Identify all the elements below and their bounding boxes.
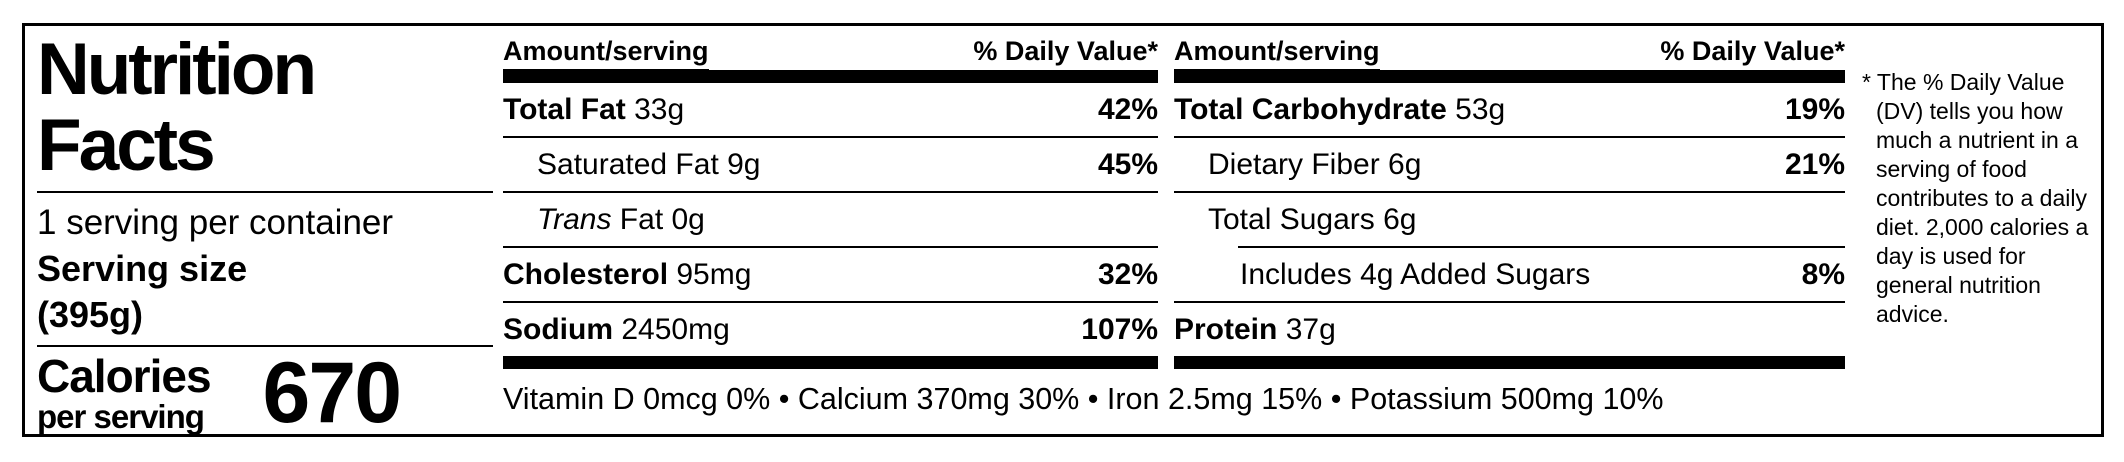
calories-section: Calories per serving 670 bbox=[37, 345, 493, 441]
calories-labels: Calories per serving bbox=[37, 350, 212, 435]
nutrient-row: Total Sugars 6g bbox=[1174, 193, 1845, 246]
micronutrients-row: Vitamin D 0mcg 0% • Calcium 370mg 30% • … bbox=[503, 381, 1664, 416]
nutrient-row: Sodium 2450mg 107% bbox=[503, 303, 1158, 356]
nutrient-name-amount: Dietary Fiber 6g bbox=[1208, 147, 1422, 181]
nutrient-name-amount: Total Sugars 6g bbox=[1208, 202, 1417, 236]
nutrient-columns: Amount/serving % Daily Value* Total Fat … bbox=[503, 26, 1845, 369]
nutrient-rows: Total Carbohydrate 53g 19% Dietary Fiber 6… bbox=[1174, 83, 1845, 356]
daily-value-percent: 32% bbox=[1097, 257, 1158, 291]
header-bar bbox=[503, 70, 1158, 83]
row-divider bbox=[503, 301, 1158, 303]
nutrient-row: Cholesterol 95mg 32% bbox=[503, 248, 1158, 301]
nutrient-name-amount: Saturated Fat 9g bbox=[537, 147, 761, 181]
serving-size-value: (395g) bbox=[37, 294, 144, 335]
amount-serving-header: Amount/serving bbox=[1174, 36, 1380, 71]
title-line-2: Facts bbox=[37, 105, 216, 186]
nutrient-panel: Amount/serving % Daily Value* Total Fat … bbox=[503, 26, 1845, 434]
nutrient-name-amount: Trans Fat 0g bbox=[537, 202, 705, 236]
row-divider bbox=[503, 136, 1158, 138]
row-divider bbox=[503, 191, 1158, 193]
serving-divider bbox=[37, 345, 493, 347]
bottom-bar bbox=[1174, 356, 1845, 369]
daily-value-percent: 8% bbox=[1801, 257, 1845, 291]
nutrient-row: Protein 37g bbox=[1174, 303, 1845, 356]
row-divider bbox=[503, 246, 1158, 248]
nutrient-row: Saturated Fat 9g 45% bbox=[503, 138, 1158, 191]
nutrient-row: Total Carbohydrate 53g 19% bbox=[1174, 83, 1845, 136]
calories-value: 670 bbox=[262, 345, 402, 441]
row-divider bbox=[1174, 191, 1845, 193]
daily-value-footnote: * The % Daily Value (DV) tells you how m… bbox=[1862, 69, 2089, 327]
nutrient-column-1: Amount/serving % Daily Value* Total Fat … bbox=[503, 26, 1158, 369]
amount-serving-header: Amount/serving bbox=[503, 36, 709, 71]
serving-info: 1 serving per container Serving size (39… bbox=[37, 193, 493, 338]
title-line-1: Nutrition bbox=[37, 29, 317, 110]
nutrient-name-amount: Total Carbohydrate 53g bbox=[1174, 92, 1506, 126]
daily-value-percent: 42% bbox=[1097, 92, 1158, 126]
left-panel: Nutrition Facts 1 serving per container … bbox=[25, 26, 503, 441]
nutrient-name-amount: Cholesterol 95mg bbox=[503, 257, 752, 291]
row-divider bbox=[1174, 301, 1845, 303]
nutrient-name-amount: Sodium 2450mg bbox=[503, 312, 730, 346]
bottom-bar bbox=[503, 356, 1158, 369]
daily-value-header: % Daily Value* bbox=[1660, 36, 1845, 66]
row-divider bbox=[1174, 136, 1845, 138]
nutrient-row: Trans Fat 0g bbox=[503, 193, 1158, 246]
calories-sublabel: per serving bbox=[37, 398, 205, 435]
nutrient-row: Dietary Fiber 6g 21% bbox=[1174, 138, 1845, 191]
nutrient-column-2: Amount/serving % Daily Value* Total Carb… bbox=[1174, 26, 1845, 369]
label-title: Nutrition Facts bbox=[37, 32, 493, 184]
title-divider bbox=[37, 191, 493, 193]
calories-label: Calories bbox=[37, 350, 212, 402]
nutrient-row: Includes 4g Added Sugars 8% bbox=[1174, 248, 1845, 301]
daily-value-percent: 107% bbox=[1081, 312, 1158, 346]
daily-value-header: % Daily Value* bbox=[973, 36, 1158, 66]
daily-value-percent: 21% bbox=[1784, 147, 1845, 181]
nutrient-name-amount: Includes 4g Added Sugars bbox=[1240, 257, 1591, 291]
header-bar bbox=[1174, 70, 1845, 83]
nutrient-rows: Total Fat 33g 42% Saturated Fat 9g 45% Trans… bbox=[503, 83, 1158, 356]
daily-value-percent: 45% bbox=[1097, 147, 1158, 181]
nutrient-row: Total Fat 33g 42% bbox=[503, 83, 1158, 136]
column-gap bbox=[1158, 26, 1174, 369]
serving-size-label: Serving size bbox=[37, 248, 248, 289]
row-divider bbox=[1238, 246, 1845, 248]
footnote-area: * The % Daily Value (DV) tells you how m… bbox=[1845, 26, 2101, 434]
nutrient-name-amount: Protein 37g bbox=[1174, 312, 1336, 346]
servings-per-container: 1 serving per container bbox=[37, 203, 394, 242]
column-2-header: Amount/serving % Daily Value* bbox=[1174, 26, 1845, 71]
nutrition-facts-label: Nutrition Facts 1 serving per container … bbox=[22, 23, 2104, 437]
nutrient-name-amount: Total Fat 33g bbox=[503, 92, 685, 126]
daily-value-percent: 19% bbox=[1784, 92, 1845, 126]
column-1-header: Amount/serving % Daily Value* bbox=[503, 26, 1158, 71]
